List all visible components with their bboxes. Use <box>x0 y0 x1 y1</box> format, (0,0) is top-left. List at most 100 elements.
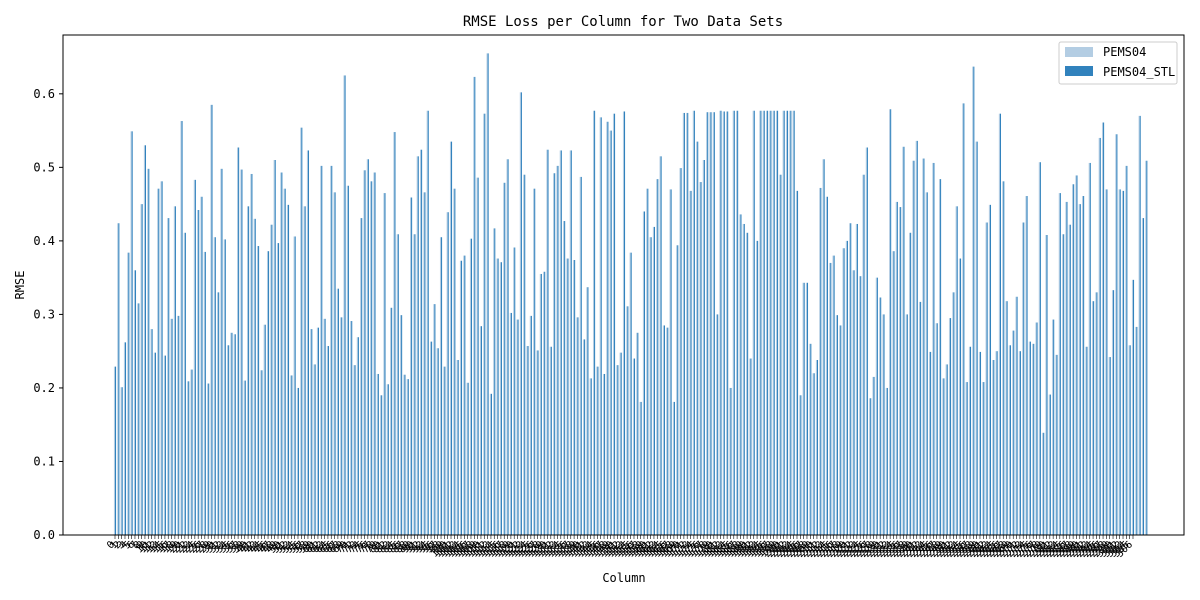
bar-pems04-stl-108 <box>474 76 476 535</box>
bar-pems04-stl-263 <box>989 204 992 535</box>
y-tick-label-3: 0.3 <box>33 307 55 321</box>
bar-pems04-298 <box>1105 189 1107 535</box>
bar-pems04-stl-193 <box>757 240 759 535</box>
bar-pems04-16 <box>167 218 169 535</box>
bar-pems04-stl-14 <box>161 181 163 535</box>
bar-pems04-stl-20 <box>181 121 183 535</box>
bar-pems04-254 <box>958 258 960 535</box>
bar-pems04-stl-32 <box>221 168 223 535</box>
bar-pems04-stl-81 <box>384 193 386 535</box>
bar-pems04-stl-126 <box>534 188 536 535</box>
bar-pems04-269 <box>1008 345 1010 535</box>
bar-pems04-stl-38 <box>241 169 243 535</box>
bar-pems04-288 <box>1072 184 1074 535</box>
bar-pems04-stl-109 <box>477 177 479 535</box>
bar-pems04-154 <box>626 306 628 535</box>
bar-pems04-293 <box>1088 162 1090 535</box>
bar-pems04-245 <box>929 351 931 535</box>
bar-pems04-stl-208 <box>806 282 809 535</box>
bar-pems04-283 <box>1055 354 1057 535</box>
bar-pems04-stl-105 <box>464 255 466 535</box>
bar-pems04-stl-142 <box>587 287 589 535</box>
bar-pems04-268 <box>1005 301 1007 535</box>
bar-pems04-stl-245 <box>930 351 932 535</box>
bar-pems04-stl-288 <box>1073 184 1075 535</box>
bar-pems04-stl-184 <box>727 111 729 535</box>
bar-pems04-stl-243 <box>923 158 925 535</box>
bar-pems04-124 <box>526 346 528 535</box>
bar-pems04-stl-294 <box>1093 301 1095 535</box>
bar-pems04-stl-174 <box>693 110 695 536</box>
bar-pems04-205 <box>795 190 797 535</box>
bar-pems04-229 <box>875 277 877 535</box>
bar-pems04-stl-61 <box>317 327 319 535</box>
bar-pems04-84 <box>393 132 395 535</box>
bar-pems04-stl-7 <box>138 303 140 535</box>
bar-pems04-4 <box>127 252 129 535</box>
bar-pems04-294 <box>1092 301 1094 535</box>
bar-pems04-stl-224 <box>860 276 862 535</box>
bar-pems04-stl-163 <box>657 179 659 535</box>
bar-pems04-162 <box>652 226 654 535</box>
bar-pems04-126 <box>533 188 535 535</box>
bar-pems04-67 <box>336 288 338 535</box>
bar-pems04-stl-115 <box>497 258 499 535</box>
bar-pems04-stl-80 <box>381 395 383 535</box>
bar-pems04-306 <box>1131 279 1133 535</box>
bar-pems04-17 <box>170 318 172 535</box>
bar-pems04-199 <box>775 110 778 536</box>
bar-pems04-stl-10 <box>148 168 150 535</box>
bar-pems04-217 <box>835 315 837 535</box>
bar-pems04-238 <box>905 314 907 535</box>
bar-pems04-220 <box>845 240 847 535</box>
bar-pems04-85 <box>396 234 398 535</box>
bar-pems04-stl-231 <box>883 314 885 535</box>
bar-pems04-stl-289 <box>1076 175 1078 535</box>
bar-pems04-15 <box>163 355 165 535</box>
bar-pems04-36 <box>233 334 235 535</box>
bar-pems04-stl-9 <box>144 145 146 536</box>
y-tick-label-1: 0.1 <box>33 454 55 468</box>
bar-pems04-stl-147 <box>604 373 606 535</box>
bar-pems04-stl-153 <box>624 111 626 535</box>
bar-pems04-stl-74 <box>361 218 363 535</box>
bar-pems04-79 <box>376 373 378 535</box>
bar-pems04-222 <box>852 270 854 535</box>
bar-pems04-251 <box>948 318 951 535</box>
bar-pems04-stl-222 <box>853 270 855 535</box>
bar-pems04-stl-262 <box>986 222 988 535</box>
bar-pems04-stl-12 <box>154 352 156 535</box>
bar-pems04-281 <box>1048 394 1050 535</box>
bar-pems04-218 <box>839 325 841 535</box>
bar-pems04-stl-279 <box>1043 432 1045 535</box>
bar-pems04-266 <box>998 113 1000 536</box>
bar-pems04-240 <box>912 160 914 536</box>
bar-pems04-stl-290 <box>1079 204 1081 535</box>
bar-pems04-stl-249 <box>943 378 945 535</box>
bar-pems04-7 <box>137 303 139 535</box>
bar-pems04-stl-271 <box>1016 296 1018 535</box>
bar-pems04-stl-130 <box>547 149 549 535</box>
bar-pems04-44 <box>260 370 262 535</box>
bar-pems04-149 <box>609 130 611 535</box>
bar-pems04-178 <box>706 112 708 536</box>
bar-pems04-stl-297 <box>1103 122 1105 535</box>
bar-pems04-0 <box>113 366 115 535</box>
bar-pems04-259 <box>975 141 977 535</box>
bar-pems04-stl-65 <box>331 165 333 535</box>
bar-pems04-stl-181 <box>717 314 719 535</box>
bar-pems04-93 <box>423 192 425 535</box>
bar-pems04-219 <box>842 248 844 536</box>
bar-pems04-169 <box>676 245 678 536</box>
bar-pems04-99 <box>443 366 445 535</box>
bar-pems04-stl-110 <box>480 326 483 535</box>
bar-pems04-stl-266 <box>999 113 1001 536</box>
bar-pems04-stl-131 <box>550 346 552 535</box>
bar-pems04-76 <box>366 159 368 535</box>
bar-pems04-275 <box>1028 341 1030 535</box>
bar-pems04-292 <box>1085 346 1087 535</box>
bar-pems04-stl-49 <box>278 243 280 535</box>
bar-pems04-stl-269 <box>1009 345 1011 535</box>
bar-pems04-123 <box>523 174 525 535</box>
bar-pems04-110 <box>479 326 481 535</box>
